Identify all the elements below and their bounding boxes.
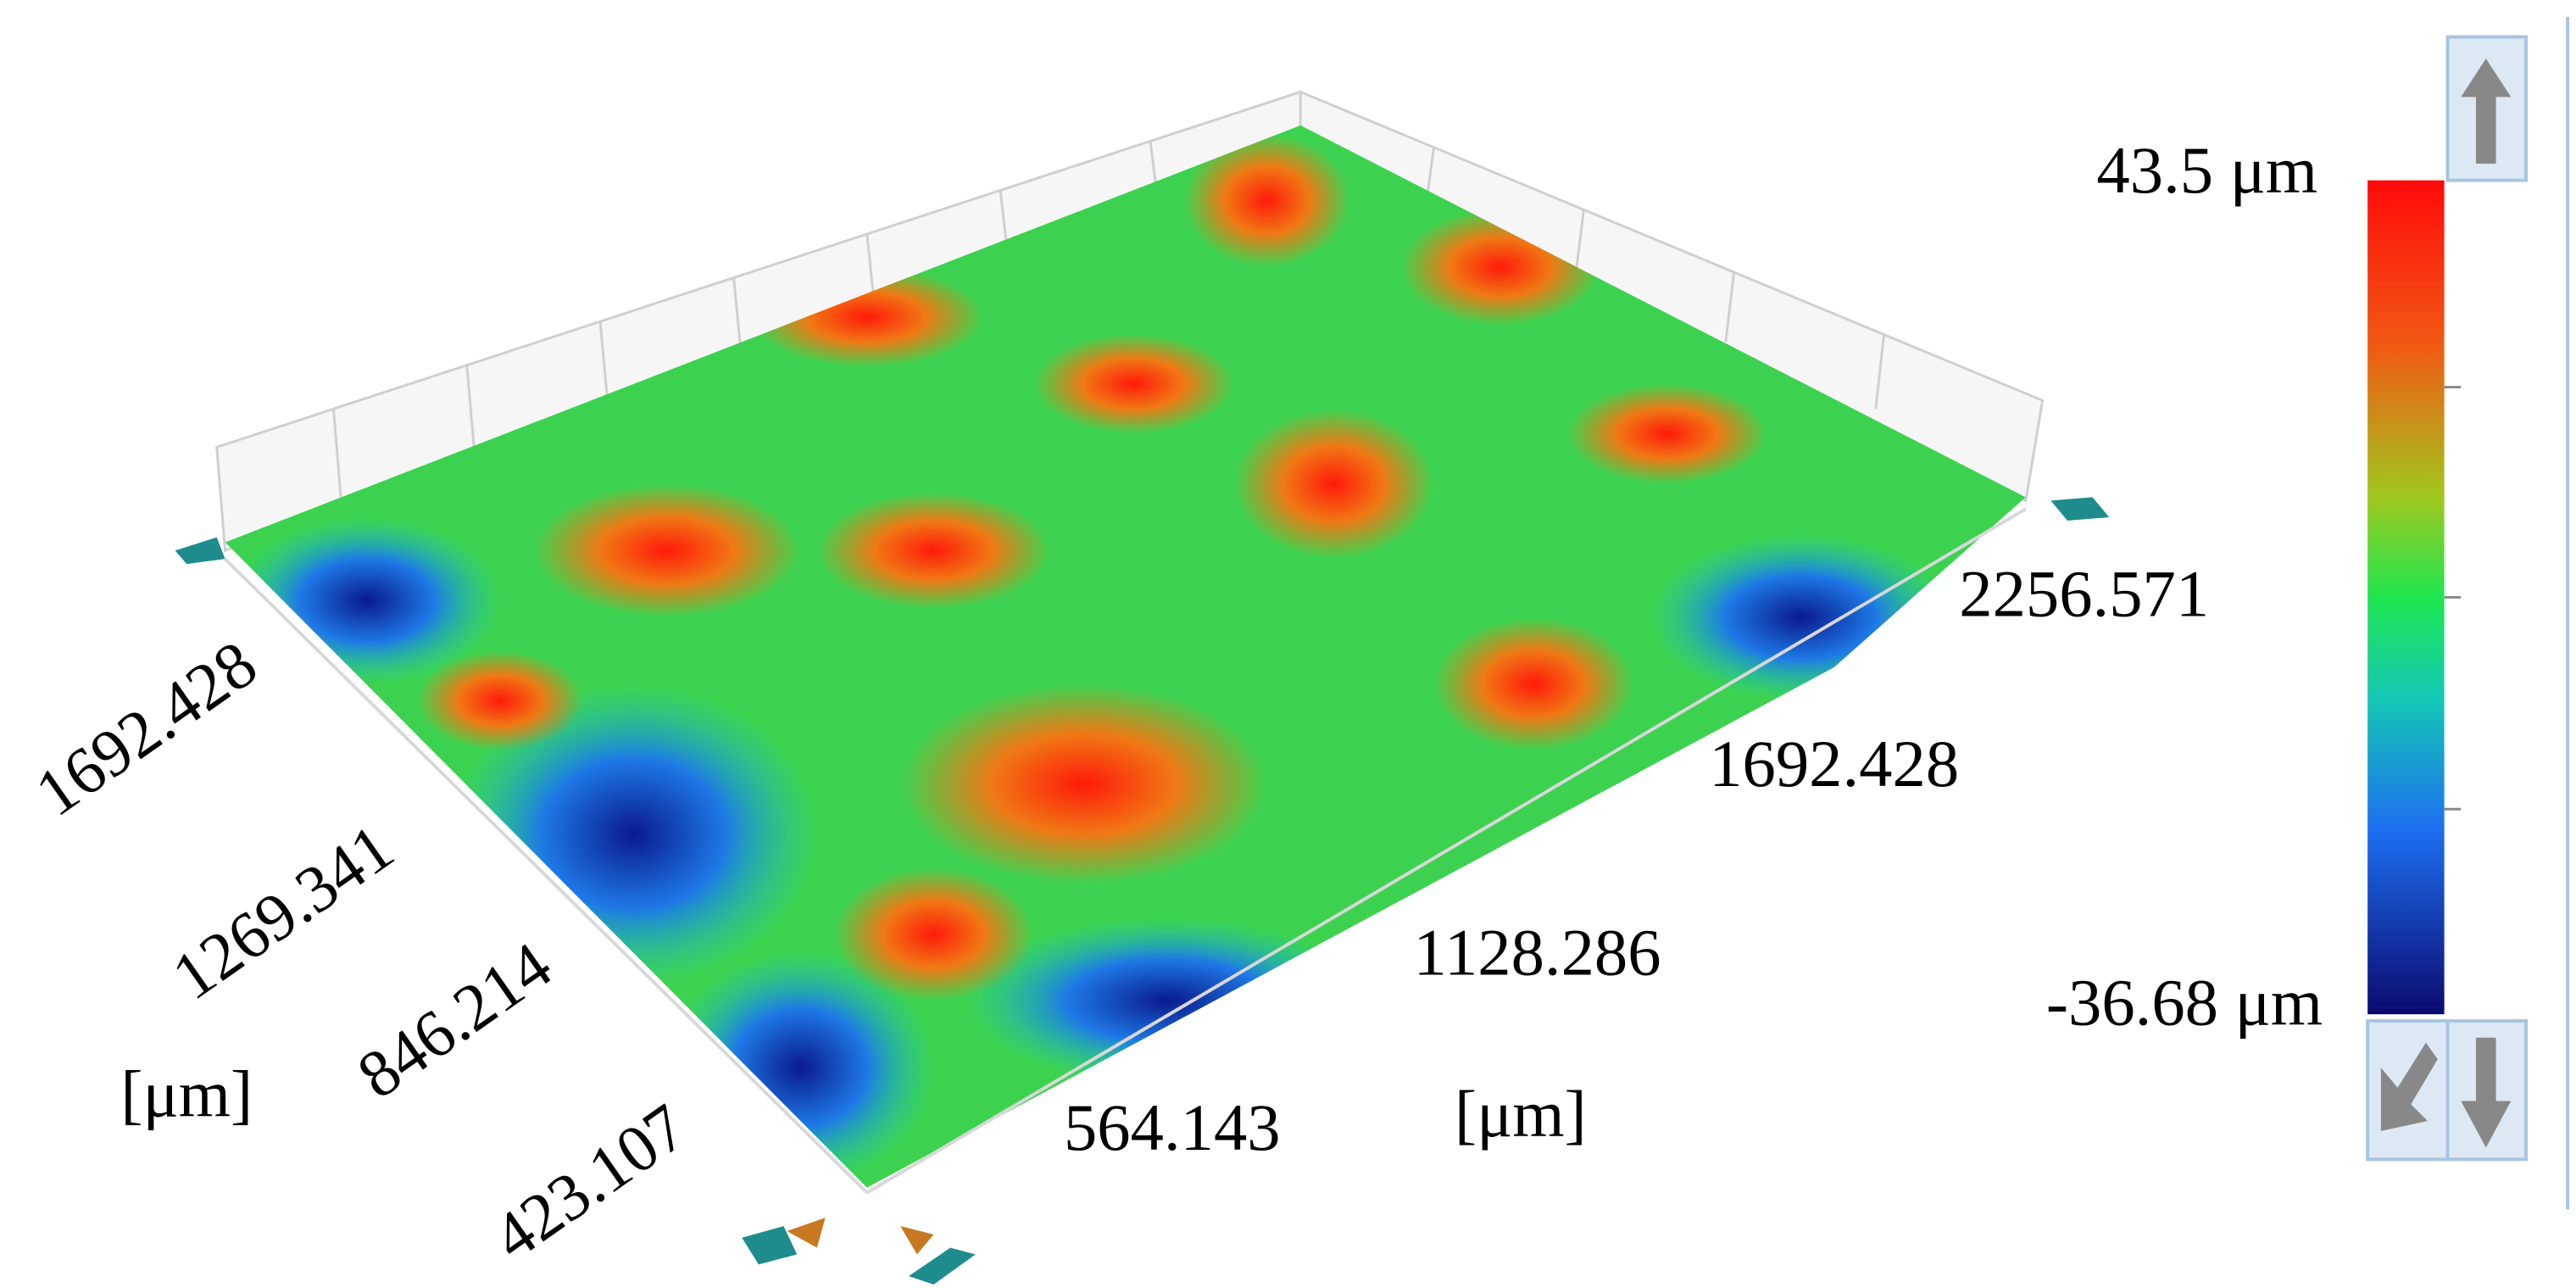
scroll-down-button[interactable] — [2445, 1019, 2528, 1162]
right-axis-tick: 564.143 — [1064, 1091, 1281, 1165]
colorbar-min-label: -36.68 μm — [2046, 966, 2323, 1040]
right-axis-tick: 1692.428 — [1709, 728, 1959, 801]
left-axis-tick: 423.107 — [480, 1090, 699, 1275]
right-axis-tick: 2256.571 — [1959, 557, 2209, 631]
left-axis-tick: 846.214 — [345, 928, 565, 1113]
axis-line — [865, 507, 2027, 1195]
scroll-up-button[interactable] — [2445, 35, 2528, 182]
grid-box — [215, 90, 2045, 553]
right-axis-tick: 1128.286 — [1414, 916, 1661, 990]
left-axis-tick: 1692.428 — [23, 627, 270, 830]
colorbar-ticks — [2444, 386, 2462, 811]
right-axis-unit: [μm] — [1455, 1078, 1587, 1151]
axis-line — [224, 557, 869, 1195]
reset-button[interactable] — [2366, 1019, 2450, 1162]
colorbar — [2367, 180, 2445, 1015]
left-axis-tick: 1269.341 — [159, 811, 407, 1014]
left-axis-unit: [μm] — [120, 1058, 253, 1132]
colorbar-max-label: 43.5 μm — [2096, 134, 2317, 208]
rotate-handles — [175, 497, 2110, 1285]
